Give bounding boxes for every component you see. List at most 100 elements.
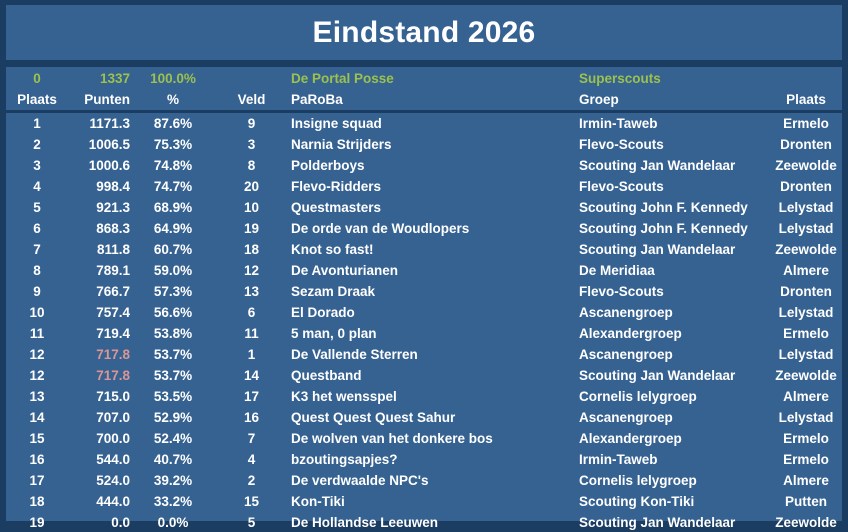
col-header-percentage: %: [166, 92, 179, 108]
summary-punten: 1337: [99, 70, 130, 86]
cell-groep: Irmin-Taweb: [579, 451, 658, 467]
cell-groep: Cornelis lelygroep: [579, 472, 697, 488]
cell-percentage: 39.2%: [153, 472, 193, 488]
cell-groep: Scouting Jan Wandelaar: [579, 514, 736, 530]
table-row: 13 715.0 53.5% 17 K3 het wensspel Cornel…: [6, 386, 842, 407]
cell-veld: 12: [243, 262, 260, 278]
summary-percentage: 100.0%: [150, 70, 196, 86]
cell-percentage: 40.7%: [153, 451, 193, 467]
standings-table: 0 1337 100.0% De Portal Posse Superscout…: [6, 67, 842, 529]
page-title: Eindstand 2026: [312, 15, 536, 49]
cell-groep: Ascanengroep: [579, 409, 673, 425]
cell-teamnaam: Questband: [291, 367, 362, 383]
cell-woonplaats: Almere: [783, 262, 829, 278]
cell-plaats: 13: [29, 388, 45, 404]
cell-plaats: 11: [29, 325, 45, 341]
table-row: 18 444.0 33.2% 15 Kon-Tiki Scouting Kon-…: [6, 491, 842, 512]
cell-woonplaats: Zeewolde: [775, 514, 837, 530]
cell-plaats: 17: [29, 472, 45, 488]
cell-teamnaam: Polderboys: [291, 157, 365, 173]
cell-veld: 11: [244, 325, 259, 341]
cell-veld: 7: [247, 430, 256, 446]
cell-plaats: 10: [29, 304, 45, 320]
cell-veld: 5: [247, 514, 256, 530]
cell-punten: 0.0: [111, 514, 130, 530]
cell-punten: 444.0: [96, 493, 130, 509]
cell-teamnaam: K3 het wensspel: [291, 388, 397, 404]
cell-plaats: 7: [33, 241, 41, 257]
cell-punten: 524.0: [96, 472, 130, 488]
cell-woonplaats: Ermelo: [783, 115, 829, 131]
cell-groep: Scouting Jan Wandelaar: [579, 241, 736, 257]
cell-teamnaam: De wolven van het donkere bos: [291, 430, 493, 446]
cell-teamnaam: Knot so fast!: [291, 241, 374, 257]
cell-percentage: 0.0%: [157, 514, 189, 530]
cell-punten: 1006.5: [88, 136, 130, 152]
cell-woonplaats: Dronten: [780, 136, 832, 152]
cell-percentage: 74.7%: [153, 178, 193, 194]
cell-percentage: 52.4%: [153, 430, 193, 446]
cell-groep: Flevo-Scouts: [579, 178, 664, 194]
summary-groep: Superscouts: [579, 70, 661, 86]
cell-plaats: 14: [29, 409, 45, 425]
cell-percentage: 74.8%: [153, 157, 193, 173]
cell-veld: 2: [247, 472, 256, 488]
cell-plaats: 8: [33, 262, 41, 278]
table-row: 10 757.4 56.6% 6 El Dorado Ascanengroep …: [6, 302, 842, 323]
cell-teamnaam: De verdwaalde NPC's: [291, 472, 429, 488]
cell-punten: 921.3: [96, 199, 130, 215]
cell-punten: 719.4: [96, 325, 130, 341]
cell-groep: Alexandergroep: [579, 430, 682, 446]
cell-woonplaats: Lelystad: [778, 409, 834, 425]
cell-woonplaats: Almere: [783, 388, 829, 404]
col-header-groep: Groep: [579, 92, 619, 108]
cell-groep: Flevo-Scouts: [579, 283, 664, 299]
cell-groep: Irmin-Taweb: [579, 115, 658, 131]
table-row: 1 1171.3 87.6% 9 Insigne squad Irmin-Taw…: [6, 113, 842, 134]
cell-teamnaam: Kon-Tiki: [291, 493, 345, 509]
table-row: 16 544.0 40.7% 4 bzoutingsapjes? Irmin-T…: [6, 449, 842, 470]
cell-woonplaats: Lelystad: [778, 220, 834, 236]
col-header-plaats: Plaats: [17, 92, 57, 108]
cell-woonplaats: Lelystad: [778, 304, 834, 320]
table-row: 2 1006.5 75.3% 3 Narnia Strijders Flevo-…: [6, 134, 842, 155]
cell-groep: Scouting John F. Kennedy: [579, 220, 748, 236]
cell-woonplaats: Lelystad: [778, 346, 834, 362]
cell-plaats: 1: [33, 115, 41, 131]
cell-percentage: 60.7%: [153, 241, 193, 257]
cell-woonplaats: Dronten: [780, 283, 832, 299]
cell-punten: 998.4: [96, 178, 130, 194]
cell-plaats: 2: [33, 136, 41, 152]
cell-percentage: 64.9%: [153, 220, 193, 236]
cell-veld: 8: [247, 157, 256, 173]
summary-teamnaam: De Portal Posse: [291, 70, 394, 86]
cell-woonplaats: Ermelo: [783, 451, 829, 467]
cell-percentage: 53.7%: [153, 367, 193, 383]
cell-veld: 17: [243, 388, 260, 404]
cell-punten: 789.1: [96, 262, 130, 278]
cell-groep: Scouting John F. Kennedy: [579, 199, 748, 215]
col-header-veld: Veld: [237, 92, 266, 108]
cell-punten: 717.8: [96, 367, 130, 383]
standings-body: 1 1171.3 87.6% 9 Insigne squad Irmin-Taw…: [6, 113, 842, 532]
cell-plaats: 4: [33, 178, 41, 194]
cell-plaats: 12: [29, 367, 45, 383]
cell-teamnaam: De Vallende Sterren: [291, 346, 418, 362]
cell-punten: 700.0: [96, 430, 130, 446]
cell-woonplaats: Ermelo: [783, 325, 829, 341]
table-row: 14 707.0 52.9% 16 Quest Quest Quest Sahu…: [6, 407, 842, 428]
cell-veld: 18: [243, 241, 260, 257]
cell-groep: Scouting Jan Wandelaar: [579, 157, 736, 173]
cell-punten: 707.0: [96, 409, 130, 425]
col-header-punten: Punten: [84, 92, 130, 108]
table-row: 7 811.8 60.7% 18 Knot so fast! Scouting …: [6, 239, 842, 260]
cell-percentage: 75.3%: [153, 136, 193, 152]
cell-teamnaam: Questmasters: [291, 199, 382, 215]
table-row: 12 717.8 53.7% 14 Questband Scouting Jan…: [6, 365, 842, 386]
cell-punten: 717.8: [96, 346, 130, 362]
cell-veld: 9: [247, 115, 256, 131]
cell-veld: 13: [243, 283, 260, 299]
cell-veld: 10: [243, 199, 260, 215]
cell-veld: 15: [243, 493, 260, 509]
